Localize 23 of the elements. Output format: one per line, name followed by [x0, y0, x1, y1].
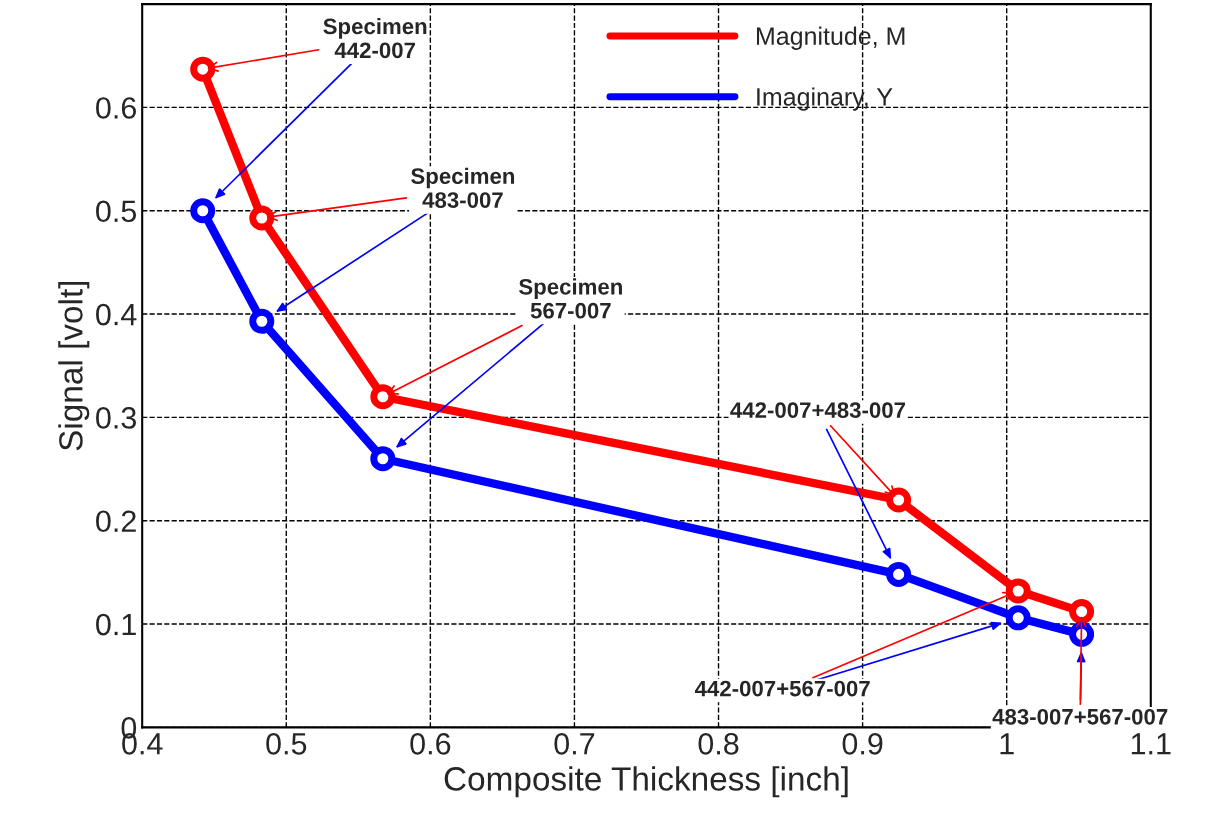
legend-label: Magnitude, M — [756, 26, 905, 50]
x-tick-label: 0.6 — [410, 733, 451, 755]
x-tick-label: 1 — [1000, 733, 1014, 755]
annotation: 442-007+567-007 — [694, 680, 870, 697]
x-axis-title: Composite Thickness [inch] — [444, 766, 848, 798]
x-tick-label: 1.1 — [1131, 733, 1171, 755]
legend-label: Imaginary, Y — [757, 87, 893, 111]
y-tick-label: 0.4 — [96, 303, 137, 326]
y-tick-label: 0.1 — [96, 613, 136, 636]
x-tick-label: 0.9 — [842, 733, 883, 755]
y-axis-title: Signal [volt] — [58, 281, 90, 451]
annotation: 442-007+483-007 — [730, 402, 906, 418]
annotation: Specimen 567-007 — [518, 278, 622, 319]
y-tick-label: 0.6 — [96, 97, 136, 119]
x-tick-label: 0.5 — [266, 733, 307, 755]
annotation: Specimen 442-007 — [323, 17, 427, 59]
x-tick-label: 0.8 — [698, 733, 739, 755]
y-tick-label: 0.5 — [96, 200, 137, 223]
annotation: Specimen 483-007 — [411, 167, 515, 208]
y-tick-label: 0.2 — [96, 510, 136, 533]
annotation: 483-007+567-007 — [992, 708, 1168, 725]
y-tick-label: 0.3 — [96, 407, 136, 429]
x-tick-label: 0.7 — [554, 733, 595, 755]
